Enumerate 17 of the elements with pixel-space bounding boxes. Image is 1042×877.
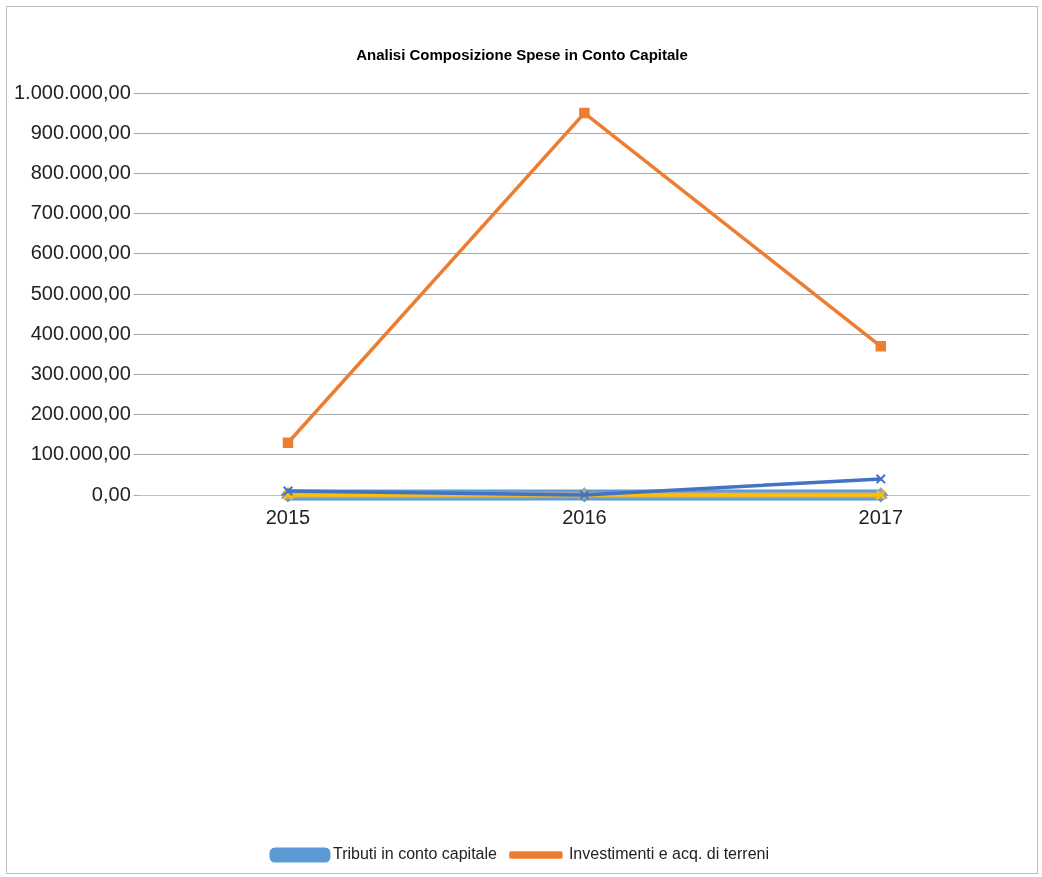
chart-title: Analisi Composizione Spese in Conto Capitale: [356, 46, 688, 64]
y-tick-label: 500.000,00: [30, 281, 131, 304]
y-tick-label: 900.000,00: [30, 120, 131, 143]
y-tick-label: 600.000,00: [30, 241, 131, 264]
legend-label: Investimenti e acq. di terreni: [568, 845, 770, 863]
y-tick-label: 200.000,00: [30, 402, 131, 425]
x-tick-label: 2016: [562, 505, 607, 528]
y-tick-label: 1.000.000,00: [14, 80, 131, 103]
y-tick-label: 300.000,00: [30, 361, 131, 384]
y-tick-label: 700.000,00: [30, 201, 131, 224]
y-tick-label: 0,00: [91, 482, 131, 505]
x-tick-label: 2017: [858, 505, 904, 528]
legend-label: Tributi in conto capitale: [332, 845, 498, 863]
y-tick-label: 400.000,00: [30, 321, 131, 344]
y-tick-label: 100.000,00: [30, 442, 131, 465]
x-tick-label: 2015: [265, 505, 311, 528]
y-tick-label: 800.000,00: [30, 160, 131, 183]
